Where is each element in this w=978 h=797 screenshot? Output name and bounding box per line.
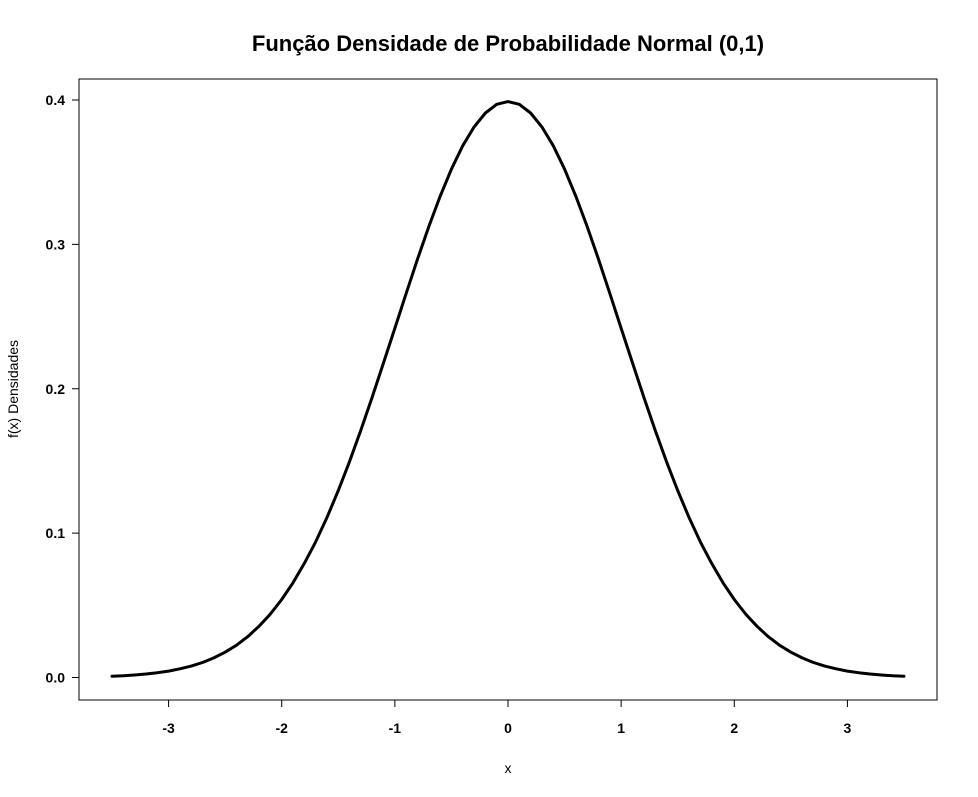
series-layer <box>110 100 906 678</box>
x-axis: -3 -2 -1 0 1 2 3 <box>162 699 852 736</box>
x-tick-label: 1 <box>617 720 625 736</box>
y-tick-label: 0.4 <box>46 92 66 108</box>
y-axis-title: f(x) Densidades <box>5 340 21 438</box>
x-tick-label: -2 <box>275 720 288 736</box>
y-tick-label: 0.1 <box>46 525 66 541</box>
plot-frame <box>78 78 938 701</box>
series-line-0 <box>110 100 906 678</box>
y-tick-label: 0.3 <box>46 236 66 252</box>
x-axis-title: x <box>505 760 512 776</box>
chart-title: Função Densidade de Probabilidade Normal… <box>252 31 764 56</box>
y-tick-label: 0.2 <box>46 381 66 397</box>
x-tick-label: 0 <box>504 720 512 736</box>
x-tick-label: -1 <box>389 720 402 736</box>
y-axis: 0.0 0.1 0.2 0.3 0.4 <box>46 92 80 686</box>
y-tick-label: 0.0 <box>46 670 66 686</box>
x-tick-label: 2 <box>730 720 738 736</box>
x-tick-label: 3 <box>844 720 852 736</box>
x-tick-label: -3 <box>162 720 175 736</box>
